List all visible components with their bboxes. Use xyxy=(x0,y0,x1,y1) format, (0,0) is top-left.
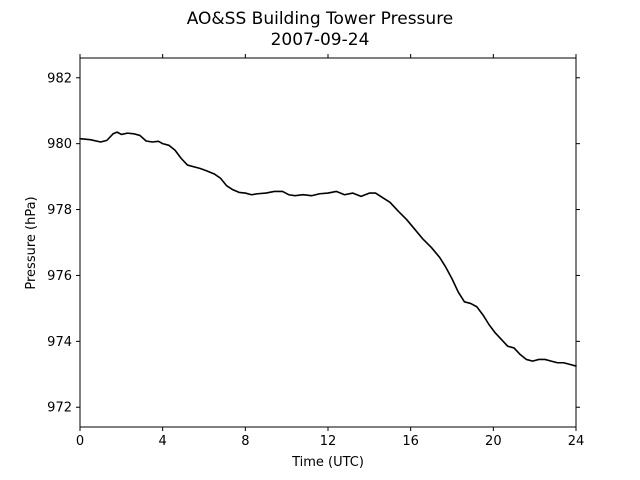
y-tick-label: 976 xyxy=(47,269,72,284)
x-tick-label: 20 xyxy=(485,434,502,449)
x-tick-label: 4 xyxy=(159,434,167,449)
plot-frame xyxy=(79,57,577,428)
pressure-series-line xyxy=(79,131,577,367)
y-tick-label: 974 xyxy=(47,335,72,350)
x-axis-label: Time (UTC) xyxy=(291,455,364,470)
chart-title: AO&SS Building Tower Pressure xyxy=(187,9,454,29)
series-layer xyxy=(79,131,577,367)
x-tick-label: 12 xyxy=(320,434,337,449)
y-axis-label: Pressure (hPa) xyxy=(24,196,39,289)
y-tick-label: 972 xyxy=(47,401,72,416)
y-tick-label: 982 xyxy=(47,71,72,86)
x-tick-label: 8 xyxy=(241,434,249,449)
y-axis-ticks: 972 974 976 978 980 982 xyxy=(47,71,580,416)
y-tick-label: 978 xyxy=(47,203,72,218)
x-tick-label: 16 xyxy=(402,434,419,449)
x-tick-label: 0 xyxy=(76,434,84,449)
chart-subtitle: 2007-09-24 xyxy=(271,30,370,50)
plot-area: 0 4 8 12 16 20 24 972 974 976 978 980 982 xyxy=(47,54,584,449)
y-tick-label: 980 xyxy=(47,137,72,152)
x-tick-label: 24 xyxy=(568,434,585,449)
x-axis-ticks: 0 4 8 12 16 20 24 xyxy=(76,54,584,449)
